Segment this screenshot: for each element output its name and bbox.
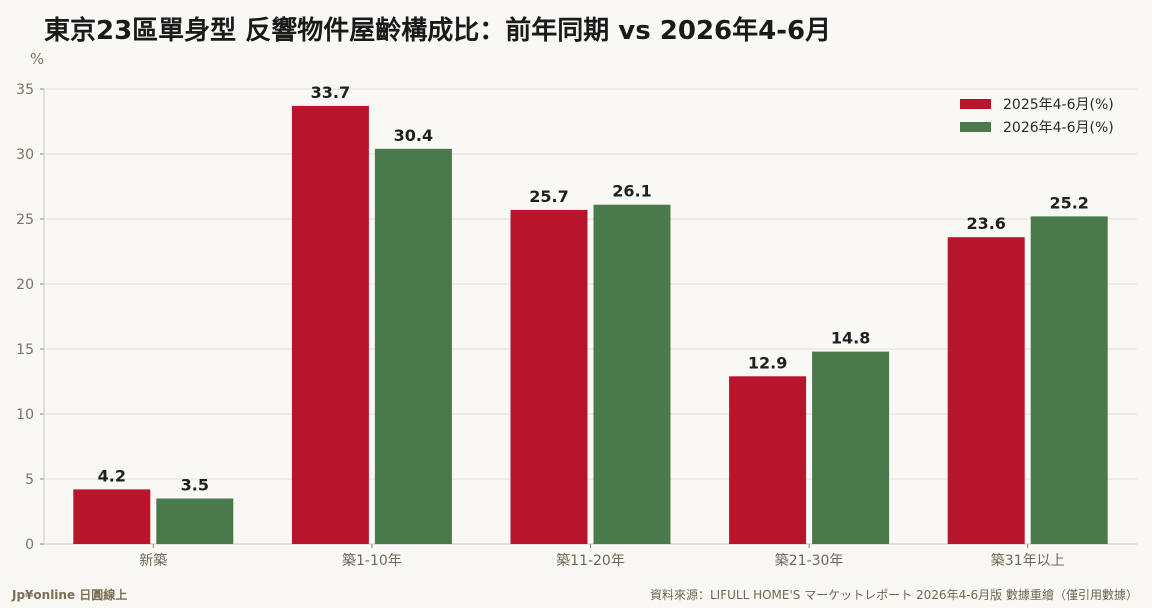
y-tick-label: 25 xyxy=(16,212,34,228)
x-tick-label: 築31年以上 xyxy=(991,553,1065,569)
legend-swatch xyxy=(960,99,991,109)
legend: 2025年4-6月(%) 2026年4-6月(%) xyxy=(960,97,1114,136)
y-tick-label: 20 xyxy=(16,277,34,293)
x-tick-label: 築21-30年 xyxy=(775,553,844,569)
data-label: 23.6 xyxy=(966,214,1005,233)
y-tick-label: 15 xyxy=(16,342,34,358)
y-tick-label: 35 xyxy=(16,82,34,98)
bars xyxy=(73,105,1108,545)
bar-series2 xyxy=(812,351,890,544)
bar-series1 xyxy=(510,209,588,544)
data-labels: 4.2 3.5 33.7 30.4 25.7 26.1 12.9 14.8 23.6 25.2 xyxy=(98,83,1089,495)
legend-label: 2026年4-6月(%) xyxy=(1003,120,1114,136)
y-tick-label: 0 xyxy=(25,537,34,553)
data-label: 26.1 xyxy=(612,182,651,201)
bar-series1 xyxy=(947,237,1025,544)
brand-footer: Jp¥online 日圓線上 xyxy=(12,588,128,602)
bar-series1 xyxy=(73,489,151,544)
chart-title: 東京23區單身型 反響物件屋齡構成比：前年同期 vs 2026年4-6月 xyxy=(44,16,832,46)
data-label: 33.7 xyxy=(311,83,350,102)
data-label: 25.2 xyxy=(1049,193,1088,212)
data-label: 3.5 xyxy=(181,476,209,495)
y-tick-label: 10 xyxy=(16,407,34,423)
data-label: 25.7 xyxy=(529,187,568,206)
source-footer: 資料來源：LIFULL HOME'S マーケットレポート 2026年4-6月版 … xyxy=(649,588,1138,602)
x-tick-label: 新築 xyxy=(139,553,167,569)
data-label: 4.2 xyxy=(98,466,126,485)
y-axis-label: % xyxy=(30,50,44,68)
bar-series2 xyxy=(593,204,671,544)
x-tick-label: 築11-20年 xyxy=(556,553,625,569)
bar-series2 xyxy=(374,148,452,545)
data-label: 14.8 xyxy=(831,329,870,348)
bar-series2 xyxy=(156,498,234,544)
data-label: 30.4 xyxy=(394,126,433,145)
x-tick-label: 築1-10年 xyxy=(342,553,402,569)
y-tick-label: 5 xyxy=(25,472,34,488)
legend-label: 2025年4-6月(%) xyxy=(1003,97,1114,113)
bar-series1 xyxy=(729,376,807,544)
bar-series2 xyxy=(1030,216,1108,544)
data-label: 12.9 xyxy=(748,353,787,372)
y-tick-label: 30 xyxy=(16,147,34,163)
bar-series1 xyxy=(291,105,369,545)
legend-swatch xyxy=(960,122,991,132)
